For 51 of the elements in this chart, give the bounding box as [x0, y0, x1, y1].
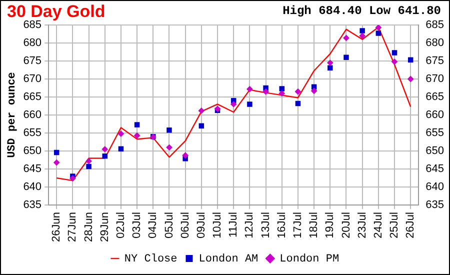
- x-tick-label: 26Jul: [404, 212, 417, 238]
- x-tick-label: 20Jul: [340, 212, 352, 238]
- legend-label: NY Close: [124, 253, 178, 266]
- y-tick-label: 665: [23, 91, 42, 104]
- y2-tick-label: 650: [426, 145, 444, 158]
- x-tick-label: 03Jul: [131, 212, 144, 238]
- x-tick-label: 26Jun: [50, 212, 63, 242]
- y-tick-label: 660: [23, 109, 42, 122]
- y-axis-title: USD per ounce: [6, 72, 18, 158]
- x-tick-label: 11Jul: [228, 212, 240, 238]
- y-tick-label: 655: [23, 127, 42, 140]
- y-tick-label: 650: [23, 145, 42, 158]
- y2-tick-label: 680: [426, 37, 444, 50]
- x-tick-label: 27Jun: [66, 212, 79, 242]
- x-tick-label: 16Jul: [276, 212, 288, 238]
- x-tick-label: 09Jul: [195, 212, 208, 238]
- x-tick-label: 28Jun: [82, 212, 95, 242]
- y2-tick-label: 675: [426, 55, 444, 68]
- x-tick-label: 10Jul: [212, 212, 224, 238]
- chart-title: 30 Day Gold: [7, 2, 106, 21]
- y2-tick-label: 665: [426, 91, 444, 104]
- y-tick-label: 640: [23, 181, 42, 194]
- text: High 684.40 Low 641.80: [282, 4, 441, 18]
- y2-tick-label: 685: [426, 19, 444, 32]
- y-tick-label: 670: [23, 73, 42, 86]
- y2-tick-label: 635: [426, 199, 444, 212]
- x-tick-label: 02Jul: [114, 212, 127, 238]
- x-tick-label: 06Jul: [179, 212, 192, 238]
- y-tick-label: 645: [23, 163, 42, 176]
- y2-tick-label: 670: [426, 73, 444, 86]
- y2-tick-label: 640: [426, 181, 444, 194]
- x-tick-label: 13Jul: [260, 212, 272, 238]
- legend-label: London AM: [198, 253, 258, 266]
- x-tick-label: 17Jul: [292, 212, 304, 238]
- x-tick-label: 12Jul: [244, 212, 256, 238]
- y-tick-label: 675: [23, 55, 42, 68]
- y2-tick-label: 655: [426, 127, 444, 140]
- y2-tick-label: 660: [426, 109, 444, 122]
- x-tick-label: 23Jul: [356, 212, 368, 238]
- x-tick-label: 24Jul: [372, 212, 384, 238]
- x-tick-label: 04Jul: [147, 212, 160, 238]
- x-tick-label: 05Jul: [163, 212, 176, 238]
- y2-tick-label: 645: [426, 163, 444, 176]
- x-tick-label: 25Jul: [388, 212, 401, 238]
- y-tick-label: 685: [23, 19, 42, 32]
- y-tick-label: 635: [23, 199, 42, 212]
- x-tick-label: 19Jul: [324, 212, 336, 238]
- x-tick-label: 29Jun: [98, 212, 111, 242]
- y-tick-label: 680: [23, 37, 42, 50]
- legend-label: London PM: [280, 253, 340, 266]
- x-tick-label: 18Jul: [308, 212, 320, 238]
